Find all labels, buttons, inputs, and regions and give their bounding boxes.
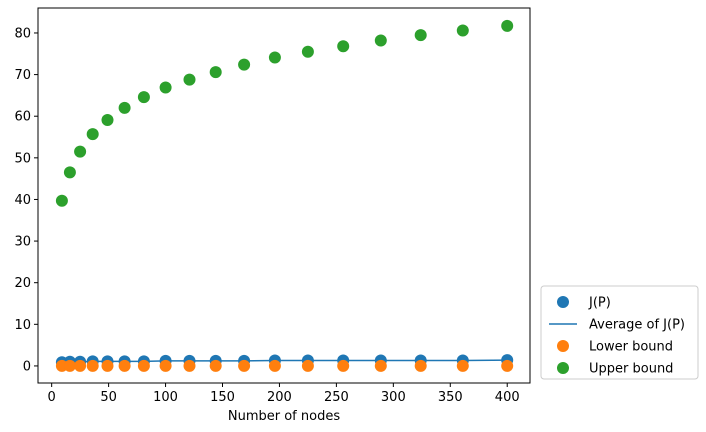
data-point: [238, 58, 251, 71]
data-point: [101, 359, 114, 372]
x-tick-label: 300: [381, 390, 406, 405]
x-tick-label: 0: [48, 390, 56, 405]
data-point: [63, 166, 76, 179]
x-tick-label: 400: [495, 390, 520, 405]
y-axis-ticks: 0 10 20 30 40 50 60 70 80: [14, 26, 38, 374]
y-tick-label: 0: [23, 359, 31, 374]
data-point: [209, 359, 222, 372]
data-point: [183, 73, 196, 86]
legend-dot-marker: [557, 340, 569, 352]
data-point: [337, 359, 350, 372]
series-3: [55, 19, 514, 207]
plot-marks: [55, 19, 514, 372]
x-tick-label: 150: [210, 390, 235, 405]
data-point: [501, 19, 514, 32]
data-point: [183, 359, 196, 372]
data-point: [55, 194, 68, 207]
data-point: [374, 34, 387, 47]
data-point: [209, 66, 222, 79]
y-tick-label: 30: [14, 235, 31, 250]
data-point: [301, 45, 314, 58]
data-point: [159, 81, 172, 94]
y-tick-label: 60: [14, 110, 31, 125]
y-tick-label: 70: [14, 68, 31, 83]
legend-label: Lower bound: [589, 340, 673, 355]
data-point: [137, 359, 150, 372]
data-point: [86, 128, 99, 141]
legend-label: Average of J(P): [589, 318, 685, 333]
data-point: [74, 145, 87, 158]
plot-frame: [37, 7, 531, 384]
x-tick-label: 250: [324, 390, 349, 405]
data-point: [268, 359, 281, 372]
legend-dot-marker: [557, 362, 569, 374]
data-point: [414, 29, 427, 42]
data-point: [337, 40, 350, 53]
data-point: [238, 359, 251, 372]
data-point: [456, 24, 469, 37]
data-point: [456, 359, 469, 372]
x-tick-label: 200: [267, 390, 292, 405]
data-point: [501, 359, 514, 372]
y-tick-label: 10: [14, 318, 31, 333]
x-tick-label: 100: [153, 390, 178, 405]
data-point: [74, 359, 87, 372]
data-point: [118, 101, 131, 114]
data-point: [374, 359, 387, 372]
y-tick-label: 50: [14, 151, 31, 166]
x-axis-label: Number of nodes: [228, 409, 340, 424]
data-point: [101, 114, 114, 126]
legend-dot-marker: [557, 296, 569, 308]
x-tick-label: 350: [438, 390, 463, 405]
legend-box: [540, 285, 699, 380]
x-tick-label: 50: [100, 390, 117, 405]
data-point: [137, 91, 150, 104]
series-2: [55, 359, 514, 372]
y-tick-label: 20: [14, 276, 31, 291]
y-tick-label: 80: [14, 26, 31, 41]
data-point: [268, 51, 281, 64]
data-point: [86, 359, 99, 372]
axes-frame: [37, 7, 531, 384]
data-point: [159, 359, 172, 372]
data-point: [63, 359, 76, 372]
y-tick-label: 40: [14, 193, 31, 208]
legend: J(P) Average of J(P) Lower bound Upper boun…: [540, 285, 699, 380]
data-point: [414, 359, 427, 372]
legend-label: Upper bound: [589, 362, 673, 377]
data-point: [118, 359, 131, 372]
data-point: [301, 359, 314, 372]
x-axis-ticks: 0 50 100 150 200 250 300 350 400: [48, 383, 520, 405]
legend-label: J(P): [588, 296, 611, 311]
